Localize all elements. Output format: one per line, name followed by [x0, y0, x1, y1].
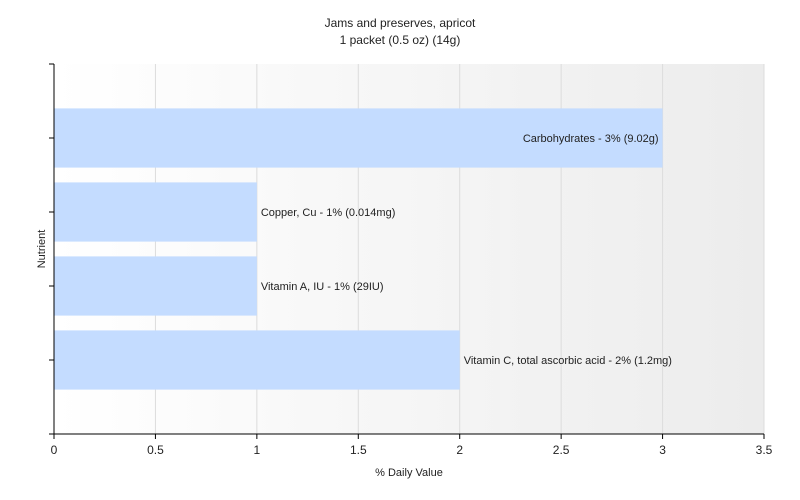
x-tick-label: 3	[659, 443, 666, 457]
x-tick-label: 3.5	[756, 443, 773, 457]
x-tick-label: 1.5	[350, 443, 367, 457]
y-axis-label: Nutrient	[36, 230, 48, 269]
bar	[54, 108, 663, 168]
x-tick-label: 0	[51, 443, 58, 457]
chart-title: Jams and preserves, apricot	[325, 16, 476, 30]
x-tick-label: 2.5	[553, 443, 570, 457]
bar	[54, 256, 257, 316]
axes: 0 0.5 1 1.5 2 2.5 3 3.5	[49, 63, 773, 457]
bar-data-label: Vitamin A, IU - 1% (29IU)	[261, 281, 384, 293]
chart-subtitle: 1 packet (0.5 oz) (14g)	[340, 33, 461, 47]
bar-data-label: Copper, Cu - 1% (0.014mg)	[261, 207, 396, 219]
x-tick-label: 2	[456, 443, 463, 457]
x-tick-label: 0.5	[147, 443, 164, 457]
bars: Carbohydrates - 3% (9.02g) Copper, Cu - 1…	[54, 108, 672, 390]
x-axis-label: % Daily Value	[375, 467, 443, 479]
bar	[54, 330, 460, 390]
bar-data-label: Vitamin C, total ascorbic acid - 2% (1.2…	[464, 355, 672, 367]
bar	[54, 182, 257, 242]
x-tick-label: 1	[254, 443, 261, 457]
bar-data-label: Carbohydrates - 3% (9.02g)	[523, 133, 659, 145]
